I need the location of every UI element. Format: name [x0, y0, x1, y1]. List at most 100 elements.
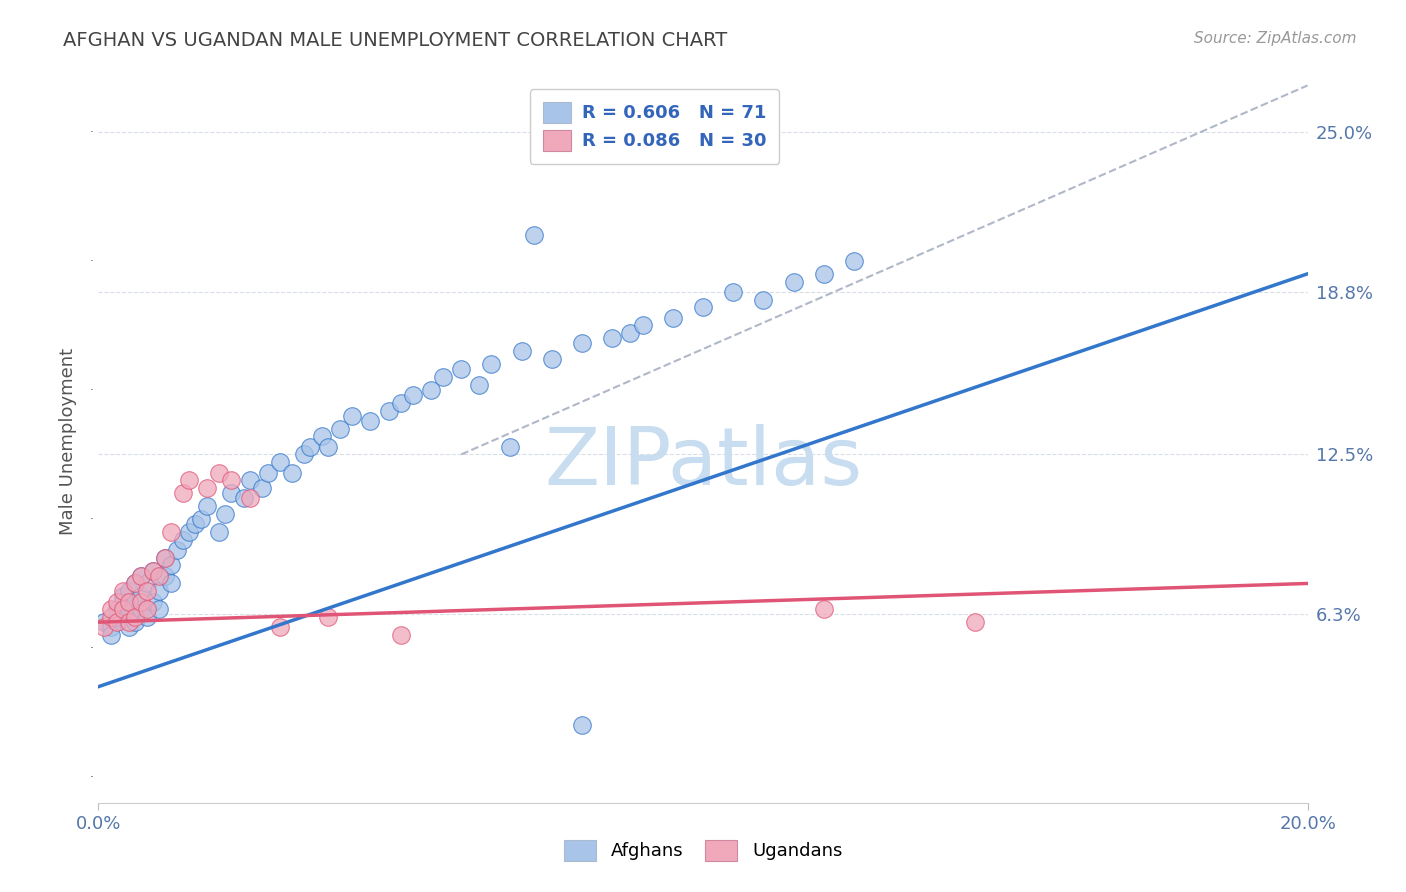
Point [105, 610, 128, 624]
Point [783, 275, 806, 289]
Point [752, 293, 775, 307]
Point [160, 576, 183, 591]
Point [813, 602, 835, 616]
Point [292, 447, 315, 461]
Point [619, 326, 641, 341]
Point [142, 564, 165, 578]
Point [172, 486, 194, 500]
Point [432, 370, 454, 384]
Point [813, 267, 835, 281]
Point [160, 558, 183, 573]
Point [129, 568, 152, 582]
Point [148, 584, 170, 599]
Point [221, 473, 243, 487]
Point [316, 610, 339, 624]
Text: AFGHAN VS UGANDAN MALE UNEMPLOYMENT CORRELATION CHART: AFGHAN VS UGANDAN MALE UNEMPLOYMENT CORR… [63, 31, 727, 50]
Point [342, 409, 364, 423]
Point [214, 507, 236, 521]
Point [844, 254, 866, 268]
Point [179, 524, 201, 539]
Point [105, 602, 128, 616]
Point [420, 383, 443, 397]
Point [111, 594, 134, 608]
Point [100, 610, 122, 624]
Text: Source: ZipAtlas.com: Source: ZipAtlas.com [1194, 31, 1357, 46]
Point [389, 628, 412, 642]
Point [965, 615, 987, 630]
Point [124, 576, 146, 591]
Point [142, 594, 165, 608]
Point [250, 481, 273, 495]
Point [540, 351, 562, 366]
Point [172, 533, 194, 547]
Point [135, 584, 157, 599]
Point [105, 615, 128, 630]
Point [221, 486, 243, 500]
Point [111, 584, 134, 599]
Point [153, 568, 176, 582]
Point [389, 396, 412, 410]
Point [153, 550, 176, 565]
Point [179, 473, 201, 487]
Point [208, 524, 231, 539]
Point [498, 440, 520, 454]
Point [129, 568, 152, 582]
Point [148, 568, 170, 582]
Legend: Afghans, Ugandans: Afghans, Ugandans [555, 830, 851, 870]
Point [129, 590, 152, 604]
Point [124, 576, 146, 591]
Point [135, 576, 157, 591]
Point [692, 301, 714, 315]
Point [118, 615, 141, 630]
Point [148, 602, 170, 616]
Point [124, 594, 146, 608]
Point [100, 602, 122, 616]
Point [118, 594, 141, 608]
Point [510, 344, 533, 359]
Point [316, 440, 339, 454]
Point [93, 620, 115, 634]
Point [269, 455, 291, 469]
Point [160, 524, 183, 539]
Point [602, 331, 624, 345]
Point [481, 357, 503, 371]
Point [100, 620, 122, 634]
Point [190, 512, 212, 526]
Point [124, 615, 146, 630]
Point [118, 602, 141, 616]
Point [661, 310, 683, 325]
Point [111, 602, 134, 616]
Point [135, 602, 157, 616]
Point [377, 403, 399, 417]
Point [360, 414, 382, 428]
Point [631, 318, 654, 333]
Point [723, 285, 745, 299]
Point [571, 718, 593, 732]
Point [166, 542, 188, 557]
Point [124, 610, 146, 624]
Point [93, 615, 115, 630]
Point [195, 499, 218, 513]
Point [450, 362, 472, 376]
Point [571, 336, 593, 351]
Point [299, 440, 322, 454]
Point [111, 590, 134, 604]
Point [100, 628, 122, 642]
Point [129, 602, 152, 616]
Point [311, 429, 333, 443]
Point [208, 466, 231, 480]
Point [129, 594, 152, 608]
Point [232, 491, 254, 506]
Point [195, 481, 218, 495]
Point [523, 228, 546, 243]
Point [153, 550, 176, 565]
Point [239, 473, 262, 487]
Legend: R = 0.606   N = 71, R = 0.086   N = 30: R = 0.606 N = 71, R = 0.086 N = 30 [530, 89, 779, 163]
Point [118, 584, 141, 599]
Point [239, 491, 262, 506]
Point [142, 564, 165, 578]
Point [281, 466, 304, 480]
Point [256, 466, 278, 480]
Point [402, 388, 425, 402]
Y-axis label: Male Unemployment: Male Unemployment [59, 348, 76, 535]
